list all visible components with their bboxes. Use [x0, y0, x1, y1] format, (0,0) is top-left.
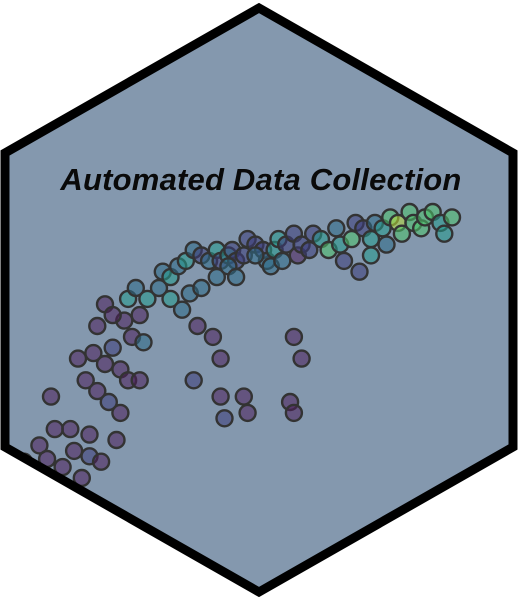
- scatter-point: [273, 251, 292, 271]
- scatter-point: [80, 425, 99, 444]
- scatter-point: [30, 436, 49, 455]
- scatter-point: [350, 262, 369, 281]
- scatter-point: [334, 251, 354, 271]
- scatter-point: [61, 419, 80, 439]
- scatter-point: [134, 333, 153, 352]
- scatter-point: [284, 327, 304, 347]
- scatter-point: [188, 316, 207, 336]
- scatter-point: [88, 316, 107, 336]
- hexagon-background: [5, 8, 513, 592]
- scatter-point: [126, 278, 146, 298]
- scatter-point: [95, 354, 115, 374]
- scatter-point: [99, 392, 119, 412]
- scatter-point: [377, 235, 396, 254]
- scatter-point: [88, 381, 107, 401]
- scatter-point: [292, 349, 311, 368]
- scatter-point: [84, 343, 103, 363]
- scatter-point: [442, 208, 462, 227]
- scatter-point: [130, 305, 149, 325]
- scatter-point: [130, 371, 149, 390]
- scatter-point: [111, 403, 130, 423]
- scatter-point: [392, 224, 412, 243]
- logo-title: Automated Data Collection: [60, 162, 462, 197]
- scatter-point: [138, 289, 157, 309]
- scatter-point: [161, 289, 180, 309]
- scatter-point: [192, 278, 211, 298]
- scatter-point: [361, 246, 381, 265]
- scatter-point: [184, 371, 203, 390]
- scatter-point: [234, 387, 254, 406]
- scatter-point: [64, 441, 84, 461]
- scatter-point: [207, 267, 227, 287]
- scatter-point: [215, 409, 234, 428]
- scatter-point: [103, 338, 122, 357]
- scatter-point: [103, 305, 122, 325]
- scatter-point: [246, 246, 265, 265]
- scatter-point: [107, 430, 126, 450]
- scatter-point: [203, 327, 223, 347]
- scatter-point: [238, 403, 257, 423]
- scatter-point: [45, 419, 64, 439]
- scatter-point: [435, 224, 454, 243]
- scatter-point: [172, 300, 192, 319]
- scatter-point: [76, 371, 95, 390]
- scatter-points: [14, 202, 462, 488]
- scatter-point: [226, 267, 246, 287]
- scatter-point: [211, 387, 230, 406]
- scatter-point: [211, 349, 230, 368]
- scatter-point: [284, 403, 304, 423]
- scatter-point: [91, 452, 111, 471]
- scatter-point: [68, 349, 88, 368]
- scatter-point: [41, 387, 61, 406]
- scatter-point: [327, 219, 346, 238]
